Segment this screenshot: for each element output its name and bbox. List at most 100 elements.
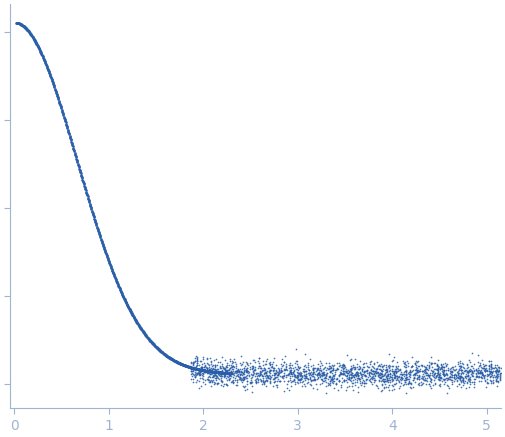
- Point: [107, 264, 115, 271]
- Point: [435, 373, 443, 380]
- Point: [208, 367, 216, 374]
- Point: [213, 361, 221, 368]
- Point: [76, 167, 84, 174]
- Point: [13, 19, 21, 26]
- Point: [304, 375, 312, 382]
- Point: [411, 371, 419, 378]
- Point: [383, 376, 391, 383]
- Point: [258, 371, 266, 378]
- Point: [229, 368, 237, 375]
- Point: [184, 363, 192, 370]
- Point: [422, 364, 430, 371]
- Point: [257, 372, 265, 379]
- Point: [187, 366, 195, 373]
- Point: [126, 307, 134, 314]
- Point: [122, 298, 130, 305]
- Point: [468, 368, 476, 375]
- Point: [478, 365, 486, 372]
- Point: [483, 368, 491, 375]
- Point: [490, 367, 498, 374]
- Point: [39, 54, 47, 61]
- Point: [260, 364, 268, 371]
- Point: [343, 368, 351, 375]
- Point: [203, 355, 211, 362]
- Point: [358, 379, 366, 386]
- Point: [383, 368, 391, 375]
- Point: [443, 382, 451, 389]
- Point: [329, 362, 337, 369]
- Point: [406, 367, 414, 374]
- Point: [311, 375, 319, 382]
- Point: [210, 370, 218, 377]
- Point: [225, 372, 233, 379]
- Point: [326, 368, 334, 375]
- Point: [347, 363, 356, 370]
- Point: [257, 363, 265, 370]
- Point: [270, 370, 278, 377]
- Point: [266, 360, 274, 367]
- Point: [320, 365, 328, 372]
- Point: [386, 363, 394, 370]
- Point: [384, 363, 392, 370]
- Point: [196, 371, 205, 378]
- Point: [233, 368, 241, 375]
- Point: [242, 364, 250, 371]
- Point: [46, 72, 54, 79]
- Point: [136, 324, 144, 331]
- Point: [333, 365, 341, 372]
- Point: [248, 388, 256, 395]
- Point: [210, 364, 218, 371]
- Point: [494, 368, 502, 375]
- Point: [272, 369, 280, 376]
- Point: [88, 208, 96, 215]
- Point: [242, 375, 250, 382]
- Point: [199, 370, 208, 377]
- Point: [377, 369, 385, 376]
- Point: [225, 372, 233, 379]
- Point: [301, 382, 309, 389]
- Point: [328, 369, 336, 376]
- Point: [238, 368, 246, 375]
- Point: [452, 374, 461, 381]
- Point: [117, 287, 125, 294]
- Point: [378, 370, 386, 377]
- Point: [22, 24, 30, 31]
- Point: [360, 371, 368, 378]
- Point: [12, 19, 20, 26]
- Point: [122, 300, 130, 307]
- Point: [145, 336, 154, 343]
- Point: [278, 372, 286, 379]
- Point: [352, 369, 360, 376]
- Point: [414, 368, 422, 375]
- Point: [195, 375, 204, 382]
- Point: [228, 360, 236, 367]
- Point: [162, 351, 170, 358]
- Point: [451, 371, 460, 378]
- Point: [269, 368, 277, 375]
- Point: [222, 369, 230, 376]
- Point: [443, 367, 451, 374]
- Point: [130, 314, 138, 321]
- Point: [117, 289, 125, 296]
- Point: [496, 364, 504, 371]
- Point: [228, 362, 236, 369]
- Point: [389, 376, 397, 383]
- Point: [306, 369, 314, 376]
- Point: [193, 359, 201, 366]
- Point: [455, 374, 463, 381]
- Point: [436, 375, 444, 382]
- Point: [486, 374, 494, 381]
- Point: [368, 376, 376, 383]
- Point: [277, 368, 285, 375]
- Point: [310, 364, 318, 371]
- Point: [377, 367, 385, 374]
- Point: [91, 218, 99, 225]
- Point: [349, 379, 357, 386]
- Point: [266, 379, 274, 386]
- Point: [433, 363, 441, 370]
- Point: [140, 330, 148, 337]
- Point: [231, 375, 239, 382]
- Point: [43, 65, 52, 72]
- Point: [435, 376, 443, 383]
- Point: [294, 377, 302, 384]
